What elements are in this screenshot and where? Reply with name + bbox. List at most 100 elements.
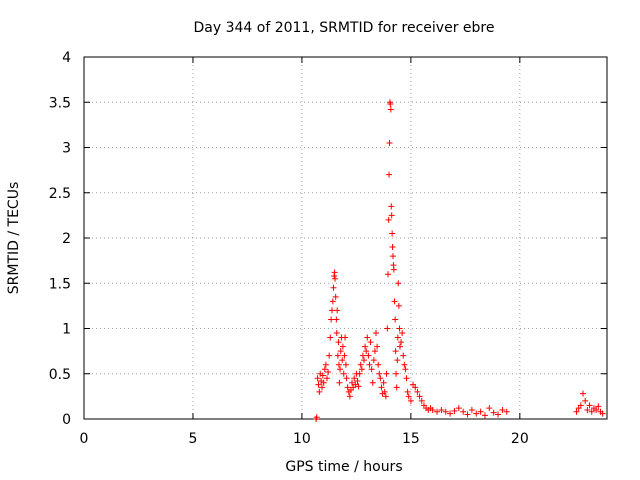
data-point: [473, 410, 480, 417]
data-point: [464, 411, 471, 418]
data-point: [455, 405, 462, 412]
data-point: [365, 352, 372, 359]
data-point: [343, 375, 350, 382]
x-tick-label: 5: [188, 431, 197, 447]
data-point: [388, 203, 395, 210]
data-point: [599, 410, 606, 417]
data-point: [367, 339, 374, 346]
data-point: [349, 379, 356, 386]
data-point: [375, 361, 382, 368]
data-point: [477, 408, 484, 415]
data-point: [394, 334, 401, 341]
data-point: [371, 348, 378, 355]
data-point: [414, 388, 421, 395]
data-point: [326, 352, 333, 359]
data-point: [325, 368, 332, 375]
data-point: [336, 379, 343, 386]
data-point: [328, 316, 335, 323]
data-point: [354, 377, 361, 384]
data-point: [333, 330, 340, 337]
data-point: [362, 343, 369, 350]
data-point: [468, 406, 475, 413]
data-point: [339, 343, 346, 350]
data-point: [313, 414, 320, 421]
data-point: [333, 316, 340, 323]
data-point: [389, 244, 396, 251]
data-point: [438, 406, 445, 413]
data-point: [584, 406, 591, 413]
y-tick-label: 1.5: [49, 276, 71, 292]
y-tick-label: 4: [62, 50, 71, 66]
data-point: [370, 357, 377, 364]
data-point: [339, 357, 346, 364]
data-point: [386, 171, 393, 178]
data-point: [341, 352, 348, 359]
data-point: [377, 375, 384, 382]
x-tick-label: 15: [402, 431, 420, 447]
data-point: [442, 408, 449, 415]
data-point: [344, 384, 351, 391]
data-point: [342, 334, 349, 341]
chart-title: Day 344 of 2011, SRMTID for receiver ebr…: [194, 20, 495, 36]
data-point: [451, 407, 458, 414]
data-point: [381, 388, 388, 395]
data-point: [595, 403, 602, 410]
data-point: [331, 269, 338, 276]
data-point: [385, 216, 392, 223]
data-point: [582, 397, 589, 404]
x-tick-label: 20: [511, 431, 529, 447]
data-point: [403, 375, 410, 382]
data-point: [335, 339, 342, 346]
data-point: [319, 372, 326, 379]
y-tick-label: 1: [62, 322, 71, 338]
data-point: [384, 271, 391, 278]
data-point: [321, 366, 328, 373]
data-point: [393, 384, 400, 391]
data-point: [316, 388, 323, 395]
x-axis-label: GPS time / hours: [285, 459, 402, 475]
data-point: [394, 357, 401, 364]
data-point: [387, 106, 394, 113]
data-point: [314, 375, 321, 382]
data-point: [486, 405, 493, 412]
data-point: [395, 280, 402, 287]
data-point: [382, 393, 389, 400]
axis-ticks: 0 0.5 1 1.5 2 2.5 3 3.5 4 0 5 10 15 20: [49, 50, 607, 447]
data-point: [315, 381, 322, 388]
data-point: [368, 366, 375, 373]
data-point: [384, 325, 391, 332]
data-point: [342, 361, 349, 368]
data-point: [352, 381, 359, 388]
data-point: [340, 370, 347, 377]
data-point: [400, 352, 407, 359]
data-point: [460, 408, 467, 415]
data-point: [396, 343, 403, 350]
data-point: [383, 370, 390, 377]
data-point: [389, 230, 396, 237]
data-point: [573, 408, 580, 415]
data-point: [388, 212, 395, 219]
y-tick-label: 0.5: [49, 367, 71, 383]
data-point: [396, 325, 403, 332]
y-axis-label: SRMTID / TECUs: [6, 182, 22, 295]
data-point: [318, 384, 325, 391]
data-point: [402, 366, 409, 373]
data-point: [481, 412, 488, 419]
data-point: [401, 361, 408, 368]
data-point: [495, 411, 502, 418]
data-point: [580, 390, 587, 397]
data-point: [392, 348, 399, 355]
data-points: [313, 99, 606, 422]
data-point: [434, 408, 441, 415]
data-point: [392, 316, 399, 323]
data-point: [390, 266, 397, 273]
data-point: [391, 298, 398, 305]
data-point: [346, 393, 353, 400]
data-point: [378, 384, 385, 391]
data-point: [359, 352, 366, 359]
data-point: [322, 361, 329, 368]
data-point: [323, 375, 330, 382]
data-point: [387, 101, 394, 108]
